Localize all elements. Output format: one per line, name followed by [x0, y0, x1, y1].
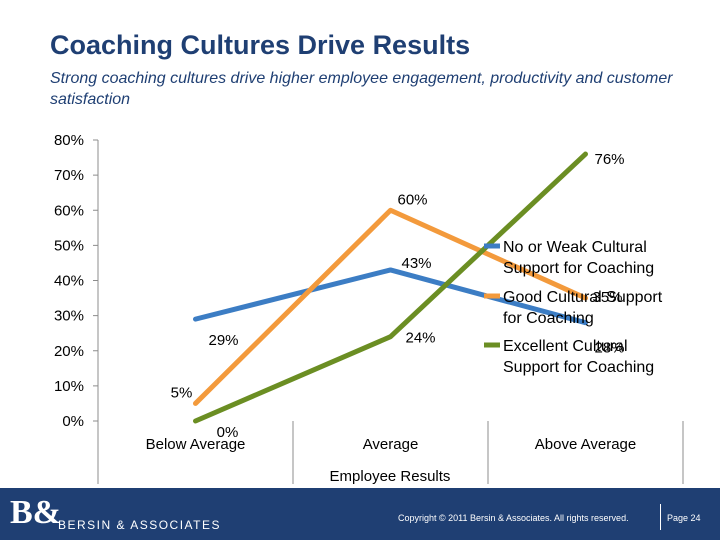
y-tick-label: 50% — [54, 237, 84, 254]
data-point — [584, 321, 587, 325]
data-point — [584, 152, 587, 156]
footer-bar: B& BERSIN & ASSOCIATES Copyright © 2011 … — [0, 488, 720, 540]
data-point — [194, 419, 197, 423]
y-tick-label: 0% — [62, 413, 84, 430]
legend-entry: Excellent Cultural Support for Coaching — [503, 338, 654, 376]
data-label: 29% — [208, 332, 238, 349]
x-tick-label: Above Average — [535, 436, 636, 453]
y-tick-label: 70% — [54, 167, 84, 184]
y-tick-label: 30% — [54, 308, 84, 325]
data-point — [389, 335, 392, 339]
footer-divider — [660, 504, 661, 530]
copyright-text: Copyright © 2011 Bersin & Associates. Al… — [398, 513, 629, 523]
data-point — [389, 268, 392, 272]
y-tick-label: 60% — [54, 202, 84, 219]
data-point — [194, 317, 197, 321]
x-tick-label: Average — [363, 436, 419, 453]
data-label: 5% — [171, 384, 193, 401]
legend-entry: No or Weak Cultural Support for Coaching — [503, 239, 654, 277]
bersin-logo-mark: B& — [10, 494, 61, 531]
page-number: Page 24 — [667, 513, 701, 523]
x-axis-title: Employee Results — [330, 468, 451, 485]
data-label: 35% — [592, 289, 622, 306]
y-tick-label: 80% — [54, 132, 84, 149]
legend-entry: Good Cultural Support for Coaching — [503, 289, 663, 327]
data-label: 0% — [217, 424, 239, 441]
line-chart: 0% 10% 20% 30% 40% 50% 60% 70% 80% Below Average A… — [54, 132, 684, 485]
series-line-3 — [193, 151, 588, 424]
slide-subtitle: Strong coaching cultures drive higher em… — [50, 70, 673, 108]
x-tick-label: Below Average — [146, 436, 246, 453]
data-label: 43% — [401, 255, 431, 272]
data-label: 28% — [594, 340, 624, 357]
bersin-logo-text: BERSIN & ASSOCIATES — [58, 518, 221, 532]
y-tick-label: 10% — [54, 378, 84, 395]
data-label: 24% — [405, 330, 435, 347]
slide-title: Coaching Cultures Drive Results — [50, 30, 471, 60]
y-tick-label: 40% — [54, 273, 84, 290]
data-point — [584, 296, 587, 300]
data-label: 60% — [397, 191, 427, 208]
data-point — [389, 208, 392, 212]
y-tick-label: 20% — [54, 343, 84, 360]
data-label: 76% — [594, 151, 624, 168]
data-point — [194, 401, 197, 405]
